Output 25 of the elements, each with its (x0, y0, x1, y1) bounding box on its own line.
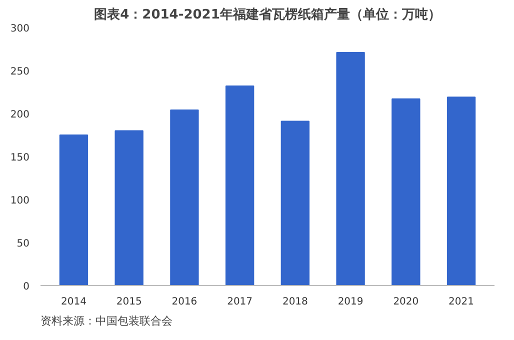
bar (170, 110, 199, 286)
x-tick-label: 2015 (116, 296, 142, 308)
bar (114, 130, 144, 286)
x-tick-label: 2016 (172, 296, 198, 308)
y-tick-label: 150 (10, 152, 30, 164)
y-tick-label: 200 (10, 110, 30, 120)
x-tick-label: 2017 (227, 296, 253, 308)
text: 资料来源：中国包装联合会 (40, 314, 172, 328)
x-tick-label: 2021 (448, 296, 474, 308)
y-tick-label: 100 (10, 196, 30, 206)
x-tick-label: 2019 (338, 296, 364, 308)
bar (280, 120, 310, 286)
x-tick-label: 2018 (282, 296, 308, 308)
y-tick-label: 250 (10, 66, 30, 78)
x-tick-label: 2020 (393, 296, 419, 308)
y-tick-label: 0 (23, 282, 30, 292)
bar (59, 134, 88, 286)
y-tick-label: 50 (16, 238, 30, 250)
y-tick-label: 300 (10, 24, 30, 34)
bar (336, 52, 365, 286)
x-tick-label: 2014 (60, 296, 86, 308)
bar (392, 98, 420, 286)
chart-title: 图表4：2014-2021年福建省瓦楞纸箱产量（单位：万吨） (94, 6, 441, 22)
bar (446, 96, 476, 286)
bar (225, 85, 254, 286)
